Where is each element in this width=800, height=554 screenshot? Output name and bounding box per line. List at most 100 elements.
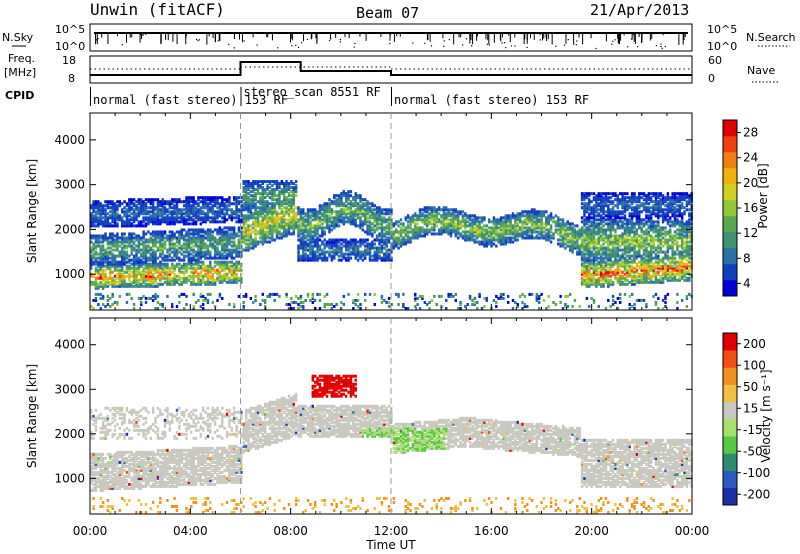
power-cell	[576, 238, 579, 242]
power-cell	[313, 254, 317, 258]
power-cell	[120, 282, 124, 286]
power-cell	[297, 210, 300, 214]
power-cell	[94, 244, 98, 248]
power-cell	[504, 226, 508, 230]
power-cell	[380, 234, 384, 238]
power-cell	[573, 228, 577, 232]
power-cell	[144, 216, 148, 220]
power-cell	[173, 276, 176, 280]
power-cell	[171, 246, 174, 250]
power-cell	[166, 208, 169, 212]
power-cell	[306, 254, 310, 258]
power-cell	[537, 218, 541, 222]
power-cell	[156, 232, 160, 236]
power-cell	[552, 300, 555, 304]
power-cell	[561, 240, 565, 244]
power-cell	[151, 210, 155, 214]
power-cell	[383, 234, 386, 238]
power-cell	[125, 260, 129, 264]
power-cell	[297, 228, 300, 232]
power-cell	[385, 258, 388, 262]
power-cell	[123, 270, 126, 274]
power-cell	[263, 188, 267, 192]
power-cell	[476, 300, 479, 304]
power-cell	[318, 238, 322, 242]
power-cell	[299, 300, 303, 304]
power-cell	[502, 232, 505, 236]
power-cell	[595, 282, 598, 286]
power-cell	[232, 268, 236, 272]
power-cell	[588, 260, 591, 264]
power-cell	[171, 270, 174, 274]
power-cell	[583, 212, 586, 216]
power-cell	[223, 266, 226, 270]
power-cell	[283, 234, 286, 238]
power-cell	[273, 222, 276, 226]
power-cell	[240, 220, 243, 224]
power-cell	[125, 282, 129, 286]
power-cell	[192, 256, 195, 260]
power-cell	[109, 236, 112, 240]
power-cell	[507, 232, 510, 236]
power-cell	[313, 216, 317, 220]
power-cell	[354, 248, 357, 252]
power-cell	[201, 294, 205, 298]
power-cell	[592, 278, 596, 282]
power-cell	[428, 222, 431, 226]
power-cell	[132, 280, 136, 284]
power-cell	[433, 222, 436, 226]
power-cell	[335, 210, 338, 214]
power-cell	[597, 198, 600, 202]
power-cell	[437, 218, 441, 222]
power-cell	[235, 252, 238, 256]
power-cell	[533, 220, 536, 224]
power-cell	[321, 242, 324, 246]
power-cell	[94, 266, 98, 270]
nsky-dot	[277, 47, 279, 49]
power-cell	[263, 298, 267, 302]
power-cell	[342, 216, 345, 220]
power-cell	[240, 278, 243, 282]
power-cell	[571, 228, 574, 232]
power-cell	[223, 276, 226, 280]
power-cell	[328, 252, 331, 256]
power-cell	[504, 236, 508, 240]
power-cell	[101, 262, 105, 266]
power-cell	[514, 226, 517, 230]
power-cell	[218, 232, 222, 236]
power-cell	[116, 260, 119, 264]
power-cell	[499, 228, 503, 232]
power-cell	[173, 268, 176, 272]
power-cell	[94, 276, 98, 280]
power-cell	[163, 276, 167, 280]
power-cell	[385, 240, 388, 244]
power-cell	[359, 307, 362, 310]
power-cell	[221, 200, 224, 204]
power-cell	[180, 216, 183, 220]
power-cell	[90, 262, 93, 266]
power-cell	[404, 240, 407, 244]
power-cell	[118, 268, 121, 272]
power-cell	[128, 264, 131, 268]
power-cell	[285, 228, 288, 232]
power-cell	[588, 194, 591, 198]
power-cell	[440, 216, 443, 220]
power-cell	[168, 240, 172, 244]
power-cell	[223, 250, 226, 254]
power-cell	[173, 206, 176, 210]
power-cell	[154, 212, 157, 216]
power-cell	[109, 268, 112, 272]
power-cell	[588, 266, 591, 270]
power-cell	[321, 248, 324, 252]
power-cell	[588, 214, 591, 218]
power-cell	[521, 234, 524, 238]
nsky-spike	[348, 33, 350, 38]
power-cell	[254, 220, 257, 224]
power-cell	[373, 242, 376, 246]
power-cell	[471, 298, 474, 302]
power-cell	[206, 292, 210, 296]
power-cell	[340, 246, 343, 250]
power-cell	[247, 182, 250, 186]
power-cell	[297, 208, 300, 212]
power-cell	[154, 206, 157, 210]
